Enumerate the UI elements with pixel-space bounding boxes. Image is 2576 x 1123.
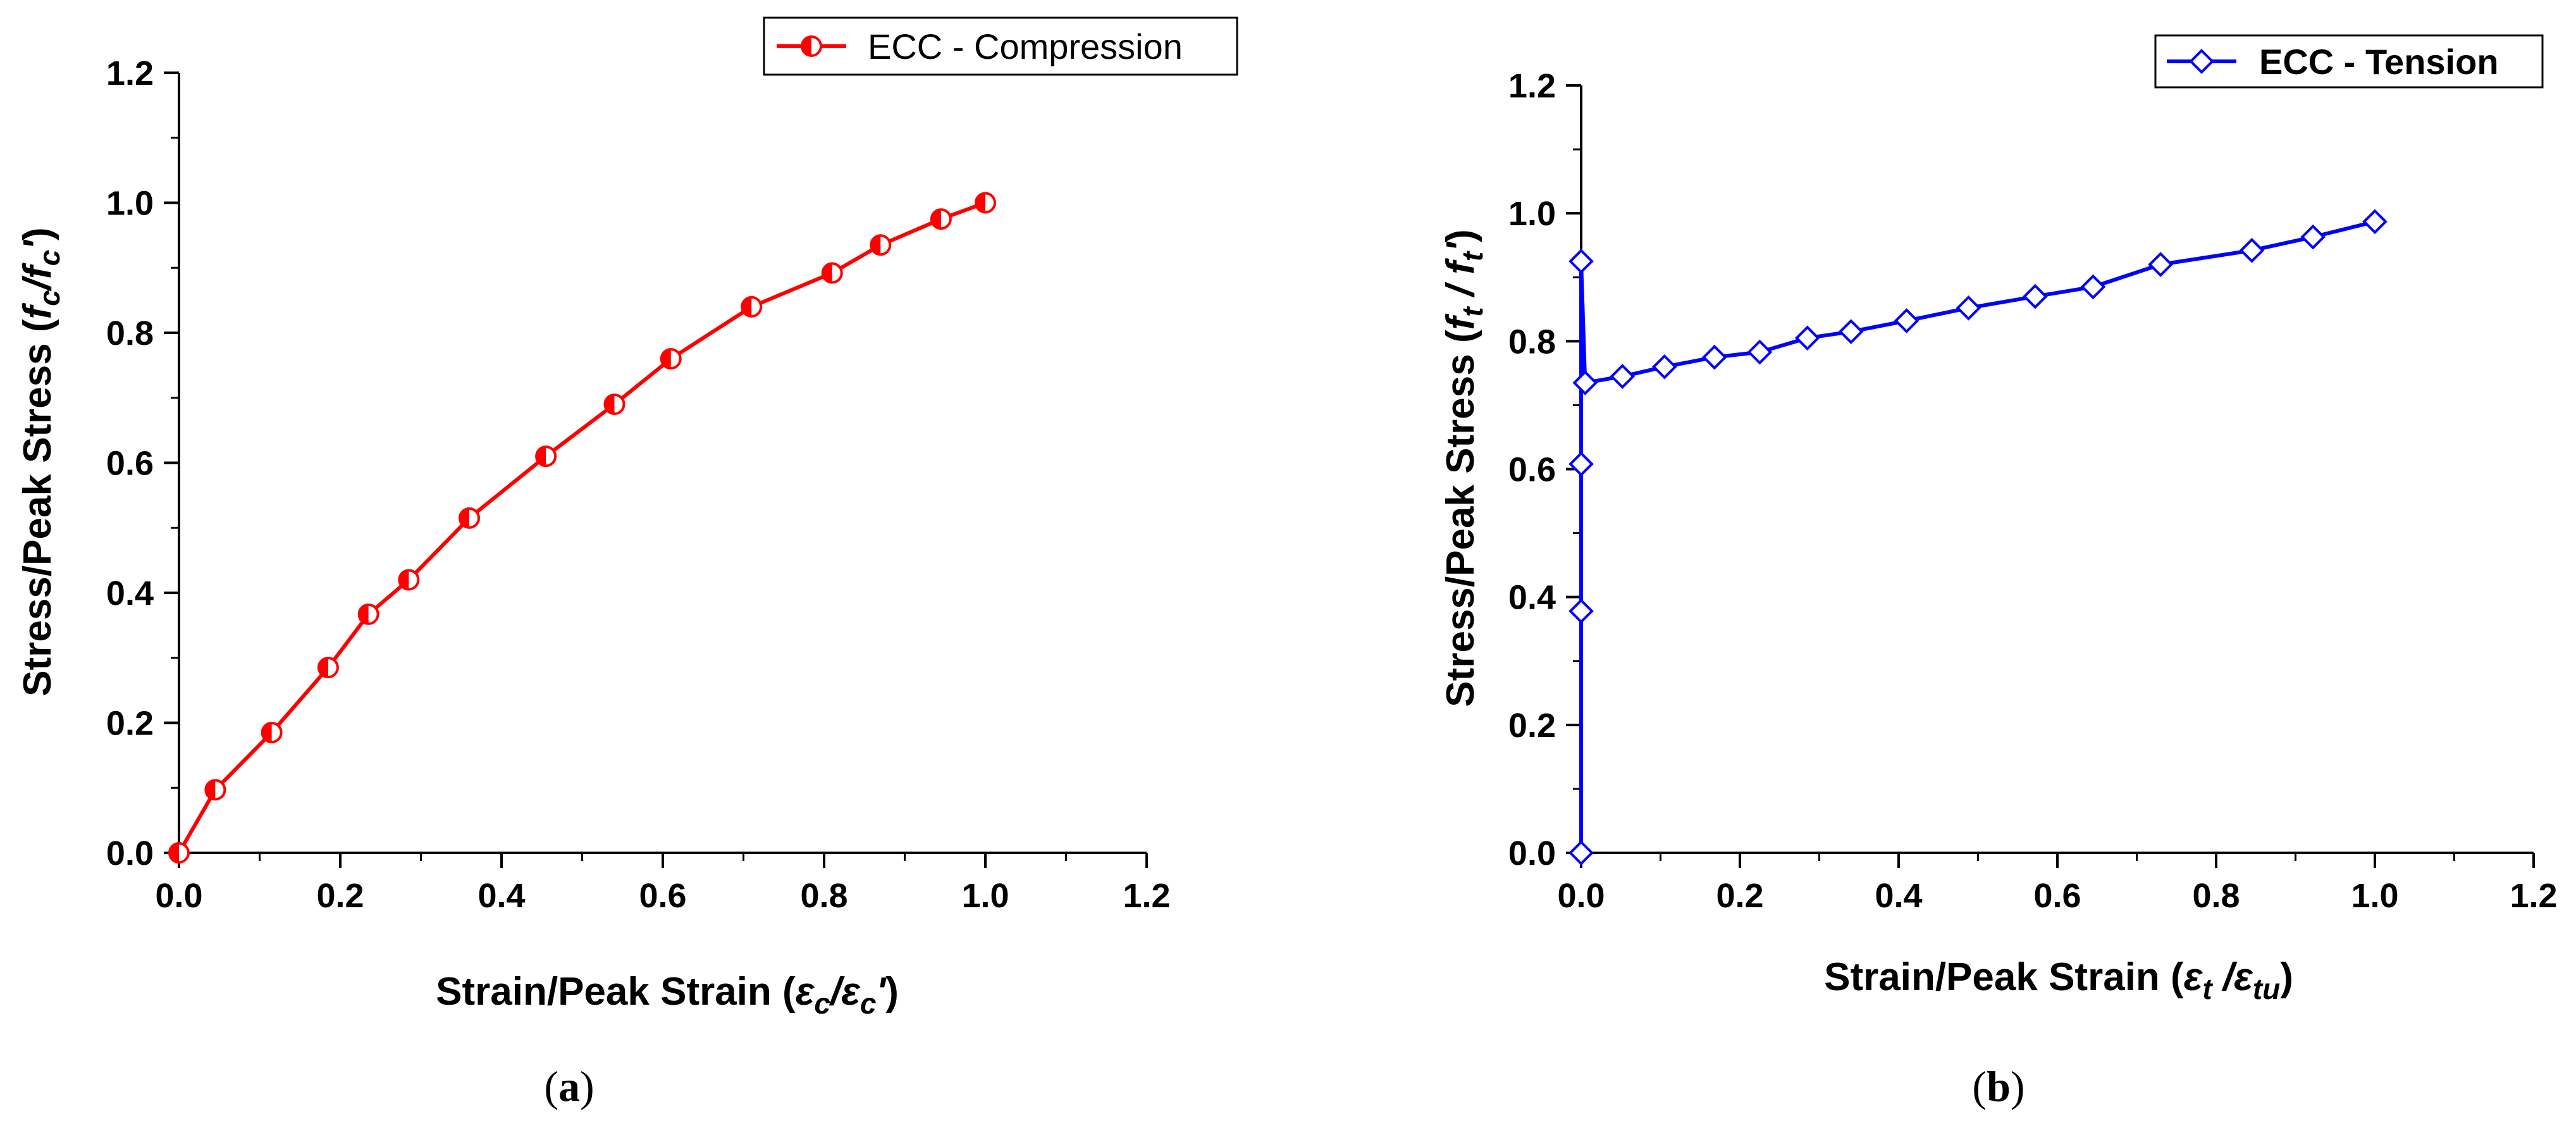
x-tick-label-a: 0.8 [800, 877, 847, 915]
data-point-fill [976, 193, 985, 213]
x-tick-label-a: 1.0 [961, 877, 1009, 915]
data-point-b [1568, 840, 1594, 866]
x-tick-label-b: 1.2 [2510, 877, 2557, 915]
data-point-fill [605, 395, 615, 414]
data-point-fill [206, 780, 216, 800]
data-point-fill [661, 349, 671, 369]
data-point-a [168, 842, 190, 864]
data-point-a [535, 445, 557, 468]
data-point-a [741, 295, 763, 318]
data-point-a [204, 779, 226, 801]
data-point-fill [536, 447, 546, 466]
y-tick-label-a: 0.8 [106, 314, 154, 352]
y-tick-label-a: 0.6 [106, 445, 154, 483]
y-tick-label-a: 0.4 [106, 574, 154, 612]
y-tick-label-b: 0.8 [1508, 323, 1556, 361]
data-point-b [2300, 224, 2326, 250]
data-point-b [2362, 209, 2388, 235]
data-point-fill [460, 508, 469, 528]
x-axis-title-a: Strain/Peak Strain (εc/εc') [436, 970, 899, 1020]
data-point-fill [822, 263, 832, 283]
data-point-a [930, 208, 952, 230]
data-point-fill [318, 658, 328, 678]
data-point-b [1794, 325, 1820, 351]
data-point-b [1572, 370, 1598, 395]
data-point-a [317, 657, 339, 679]
y-tick-label-a: 1.0 [106, 185, 154, 223]
y-tick-label-a: 0.0 [106, 834, 154, 872]
data-point-b [1610, 364, 1636, 389]
data-point-a [821, 262, 843, 284]
data-point-fill [359, 604, 369, 624]
x-tick-label-a: 1.2 [1123, 877, 1170, 915]
data-point-b [1568, 249, 1594, 274]
x-tick-label-b: 1.0 [2351, 877, 2398, 915]
data-point-a [870, 234, 892, 256]
data-point-a [975, 192, 996, 214]
x-tick-label-b: 0.8 [2192, 877, 2240, 915]
data-point-fill [399, 570, 409, 590]
x-axis-title-b: Strain/Peak Strain (εt /εtu) [1824, 955, 2293, 1005]
caption-a: (a) [544, 1062, 594, 1110]
data-point-b [1568, 599, 1594, 624]
x-tick-label-b: 0.2 [1716, 877, 1763, 915]
y-axis-title-b: Stress/Peak Stress (ft / ft') [1439, 229, 1489, 707]
y-tick-label-b: 0.2 [1508, 707, 1556, 745]
data-point-b [2023, 283, 2048, 309]
legend-label-b: ECC - Tension [2259, 42, 2499, 82]
x-tick-label-b: 0.0 [1557, 877, 1605, 915]
x-tick-label-b: 0.6 [2033, 877, 2081, 915]
panel-b-tension: 0.0 0.2 0.4 0.6 0.8 1.0 1.2 0.0 0.2 0.4 0.6 0.8 1.0 1… [1439, 34, 2558, 1110]
y-tick-label-b: 0.4 [1508, 579, 1556, 617]
legend-b: ECC - Tension [2154, 34, 2544, 89]
x-tick-label-a: 0.4 [478, 877, 525, 915]
data-point-fill [262, 723, 272, 742]
y-tick-label-b: 1.0 [1508, 195, 1556, 233]
data-point-a [357, 603, 379, 625]
data-point-b [2148, 252, 2173, 277]
legend-label-a: ECC - Compression [868, 27, 1183, 66]
x-tick-label-a: 0.6 [639, 877, 686, 915]
plot-area-a: 0.0 0.2 0.4 0.6 0.8 1.0 1.2 0.0 0.2 0.4 0.6 0.8 1.0 1… [106, 54, 1171, 915]
y-tick-label-b: 0.0 [1508, 834, 1556, 872]
data-point-fill [169, 843, 179, 862]
data-point-fill [931, 209, 941, 229]
data-point-a [398, 569, 420, 591]
y-tick-label-a: 0.2 [106, 705, 154, 743]
y-tick-label-a: 1.2 [106, 54, 154, 92]
data-point-b [1956, 295, 1981, 321]
data-point-a [603, 394, 626, 416]
x-tick-label-a: 0.2 [316, 877, 364, 915]
legend-marker-b [2189, 49, 2214, 74]
x-tick-label-b: 0.4 [1875, 877, 1922, 915]
data-point-b [2239, 237, 2265, 263]
y-tick-label-b: 1.2 [1508, 67, 1556, 105]
data-point-a [459, 507, 480, 529]
data-point-a [261, 721, 283, 743]
data-point-b [1651, 354, 1677, 380]
y-tick-label-b: 0.6 [1508, 451, 1556, 489]
legend-marker-a [801, 35, 822, 57]
data-point-b [1838, 319, 1864, 344]
data-point-b [2080, 274, 2106, 300]
caption-b: (b) [1972, 1062, 2024, 1110]
data-point-b [1702, 344, 1727, 370]
panel-a-compression: 0.0 0.2 0.4 0.6 0.8 1.0 1.2 0.0 0.2 0.4 0.6 0.8 1.0 1… [16, 16, 1238, 1110]
y-axis-title-a: Stress/Peak Stress (fc/fc') [16, 227, 66, 696]
legend-a: ECC - Compression [763, 16, 1238, 76]
data-point-fill [742, 297, 752, 316]
data-point-fill [871, 235, 881, 255]
data-point-a [660, 348, 682, 370]
data-point-b [1747, 339, 1773, 365]
data-point-b [1568, 451, 1594, 477]
data-point-b [1894, 308, 1920, 333]
plot-area-b: 0.0 0.2 0.4 0.6 0.8 1.0 1.2 0.0 0.2 0.4 0.6 0.8 1.0 1… [1508, 67, 2558, 915]
x-tick-label-a: 0.0 [155, 877, 202, 915]
